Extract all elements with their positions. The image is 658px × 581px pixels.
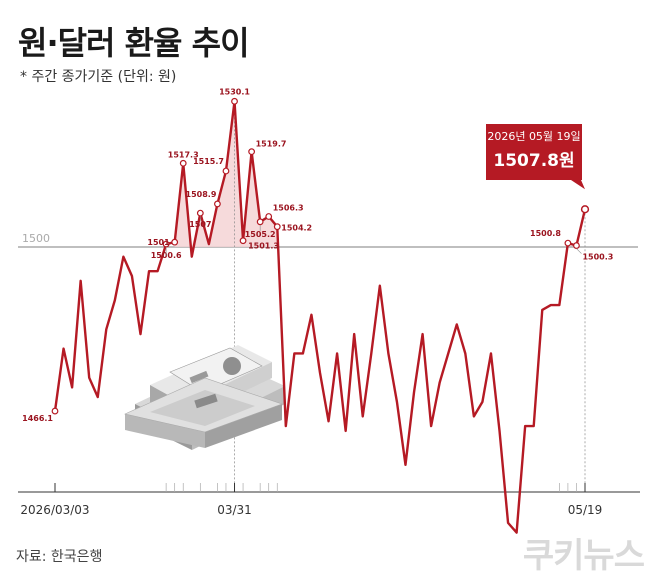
source-note: 자료: 한국은행 [16, 549, 103, 565]
callout-value: 1507.8원 [493, 151, 574, 171]
data-point-23 [248, 148, 256, 156]
data-point-24 [256, 218, 264, 226]
data-label-17: 1507 [189, 220, 211, 229]
data-point-21 [231, 97, 238, 105]
data-point-61 [573, 242, 580, 249]
callout-date: 2026년 05월 19일 [487, 129, 580, 143]
data-point-25 [265, 213, 273, 220]
data-point-14 [171, 238, 179, 246]
chart-title: 원·달러 환율 추이 [18, 24, 250, 62]
x-tick-label-1: 03/31 [217, 503, 252, 517]
exchange-rate-line [53, 100, 587, 534]
data-point-13 [162, 240, 170, 248]
data-label-61: 1500.3 [582, 253, 613, 262]
data-label-25: 1506.3 [273, 204, 304, 213]
data-label-24: 1505.2 [245, 230, 276, 239]
data-point-latest [580, 205, 590, 214]
x-tick-label-2: 05/19 [568, 503, 603, 517]
publisher-logo: 쿠키뉴스 [522, 536, 645, 576]
data-point-60 [564, 239, 572, 247]
label-leader-3 [576, 248, 582, 254]
data-point-15 [179, 159, 187, 167]
chart-subtitle: * 주간 종가기준 (단위: 원) [20, 69, 177, 85]
data-label-14: 1501 [147, 238, 170, 247]
data-point-19 [214, 200, 221, 208]
data-label-21: 1530.1 [219, 87, 250, 96]
data-label-15: 1517.3 [168, 150, 199, 159]
reference-line-label: 1500 [22, 232, 50, 245]
data-label-22: 1501.3 [248, 242, 279, 251]
data-point-22 [239, 237, 247, 245]
data-point-0 [51, 407, 59, 415]
data-label-26: 1504.2 [281, 224, 312, 233]
data-point-17 [196, 209, 204, 217]
callout-box [486, 124, 585, 190]
data-label-20: 1515.7 [193, 157, 224, 166]
data-label-19: 1508.9 [186, 190, 217, 199]
data-label-60: 1500.8 [530, 229, 561, 238]
data-label-0: 1466.1 [22, 414, 53, 423]
data-label-23: 1519.7 [256, 140, 287, 149]
money-bundle-illustration [124, 345, 285, 450]
data-point-20 [222, 167, 230, 175]
x-tick-label-0: 2026/03/03 [20, 503, 89, 517]
data-point-26 [273, 223, 281, 231]
